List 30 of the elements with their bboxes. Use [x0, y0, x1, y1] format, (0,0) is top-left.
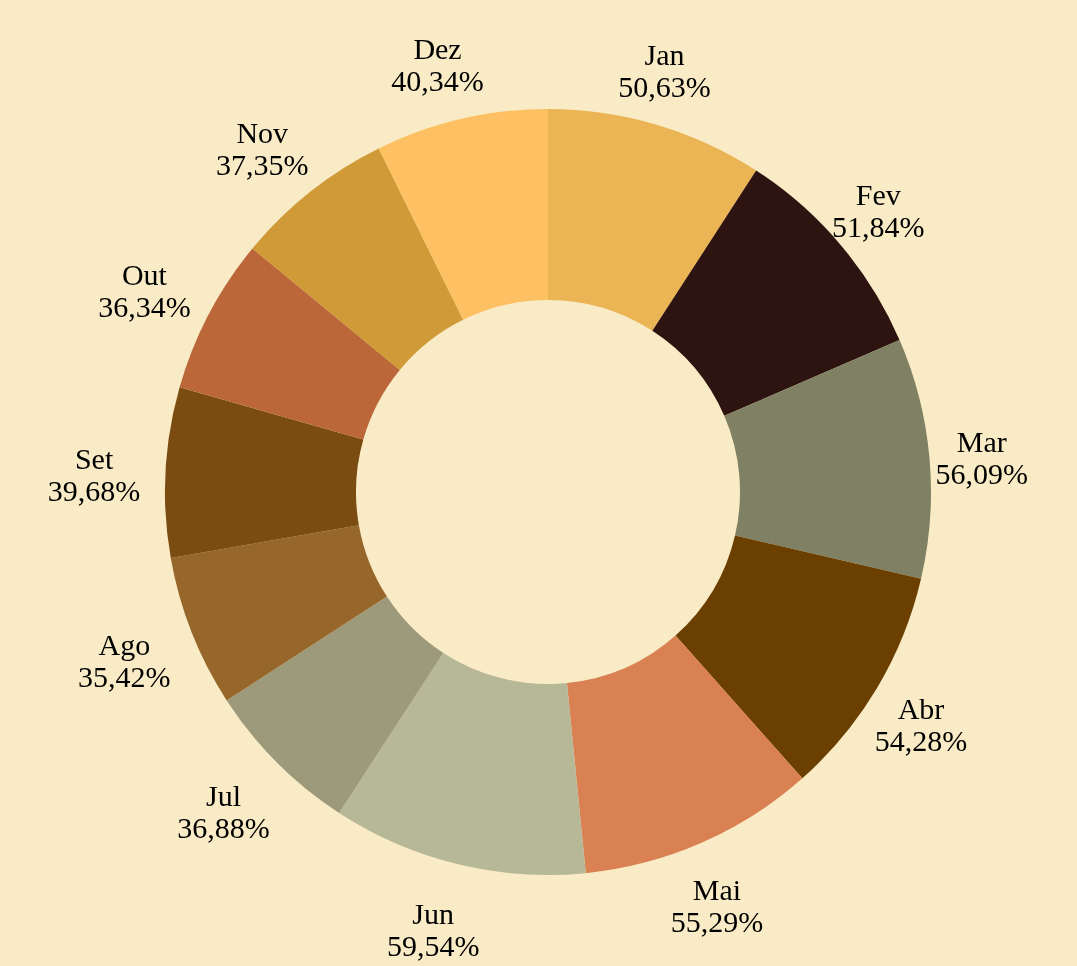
donut-slice: [339, 652, 586, 875]
slice-label: Set: [74, 442, 114, 476]
donut-slice: [378, 109, 548, 320]
slice-label: Nov: [236, 116, 289, 150]
donut-slice: [566, 635, 803, 874]
data-label: 51,84%: [832, 209, 925, 243]
slice-label: Jun: [412, 897, 454, 931]
slice-label: Abr: [897, 692, 945, 726]
slice-label: Dez: [413, 31, 462, 65]
slice-label: Ago: [98, 627, 151, 661]
data-label: 40,34%: [391, 63, 484, 97]
slice-label: Jan: [644, 38, 685, 72]
data-label: 36,34%: [98, 290, 191, 324]
data-label: 37,35%: [216, 148, 309, 182]
slice-label: Jul: [206, 779, 242, 813]
donut-slice: [548, 109, 757, 331]
donut-slice: [170, 525, 387, 701]
slice-label: Mar: [956, 425, 1007, 459]
slice-label: Mai: [692, 872, 742, 906]
data-label: 56,09%: [935, 457, 1028, 491]
donut-slice: [165, 387, 364, 559]
data-label: 54,28%: [874, 724, 968, 758]
data-label: 59,54%: [386, 929, 480, 963]
donut-slice: [724, 340, 931, 579]
data-label: 55,29%: [670, 904, 764, 938]
slice-label: Out: [121, 258, 168, 292]
data-label: 50,63%: [618, 70, 711, 104]
data-label: 36,88%: [177, 811, 270, 845]
data-label: 39,68%: [47, 474, 141, 508]
slice-label: Fev: [855, 177, 901, 211]
